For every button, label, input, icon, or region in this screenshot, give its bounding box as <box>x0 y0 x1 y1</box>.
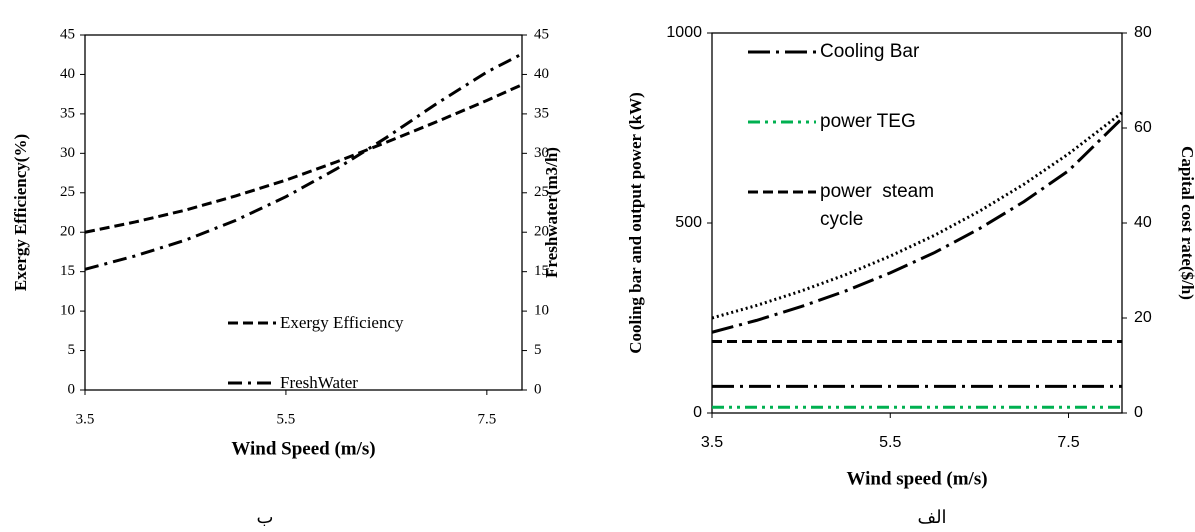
y2-tick-label: 45 <box>534 26 549 42</box>
y-tick-label: 35 <box>60 105 75 121</box>
y2-axis-title: Capital cost rate($/h) <box>1178 146 1195 300</box>
y2-tick-label: 20 <box>1134 309 1152 326</box>
x-axis-title: Wind Speed (m/s) <box>231 438 375 459</box>
y-tick-label: 15 <box>60 263 75 279</box>
y2-tick-label: 5 <box>534 342 542 358</box>
y2-tick-label: 35 <box>534 105 549 121</box>
y-tick-label: 10 <box>60 303 75 319</box>
y2-tick-label: 10 <box>534 303 549 319</box>
y2-tick-label: 20 <box>534 224 549 240</box>
y2-axis-title: Freshwater(m3/h) <box>542 147 561 278</box>
y-tick-label: 1000 <box>666 24 702 41</box>
y2-tick-label: 15 <box>534 263 549 279</box>
y2-tick-label: 60 <box>1134 119 1152 136</box>
y-tick-label: 500 <box>675 214 702 231</box>
legend-label: power steam cycle <box>820 181 940 230</box>
y2-tick-label: 80 <box>1134 24 1152 41</box>
y-tick-label: 45 <box>60 26 75 42</box>
x-tick-label: 7.5 <box>1057 434 1079 451</box>
x-tick-label: 7.5 <box>477 411 496 427</box>
legend-label: FreshWater <box>280 373 358 392</box>
y2-tick-label: 25 <box>534 184 549 200</box>
caption: ب <box>257 507 274 527</box>
y-axis-title: Exergy Efficiency(%) <box>11 134 30 291</box>
y-tick-label: 30 <box>60 145 75 161</box>
y-tick-label: 25 <box>60 184 75 200</box>
legend-label: Cooling Bar <box>820 41 920 62</box>
y2-tick-label: 0 <box>534 381 542 397</box>
series-line <box>84 83 523 234</box>
y-tick-label: 0 <box>693 404 702 421</box>
y2-tick-label: 30 <box>534 145 549 161</box>
y-tick-label: 40 <box>60 66 75 82</box>
legend-label: power TEG <box>820 111 916 132</box>
y-tick-label: 5 <box>68 342 76 358</box>
y2-tick-label: 40 <box>534 66 549 82</box>
x-tick-label: 5.5 <box>879 434 901 451</box>
x-tick-label: 3.5 <box>701 434 723 451</box>
legend-label: Exergy Efficiency <box>280 313 404 332</box>
y2-tick-label: 0 <box>1134 404 1143 421</box>
x-tick-label: 3.5 <box>76 411 95 427</box>
y-tick-label: 20 <box>60 224 75 240</box>
y-axis-title: Cooling bar and output power (kW) <box>626 92 645 354</box>
x-tick-label: 5.5 <box>277 411 296 427</box>
plot-frame <box>84 34 523 391</box>
y-tick-label: 0 <box>68 381 76 397</box>
series-line <box>84 52 523 271</box>
y2-tick-label: 40 <box>1134 214 1152 231</box>
x-axis-title: Wind speed (m/s) <box>846 468 987 489</box>
caption: الف <box>917 507 946 527</box>
